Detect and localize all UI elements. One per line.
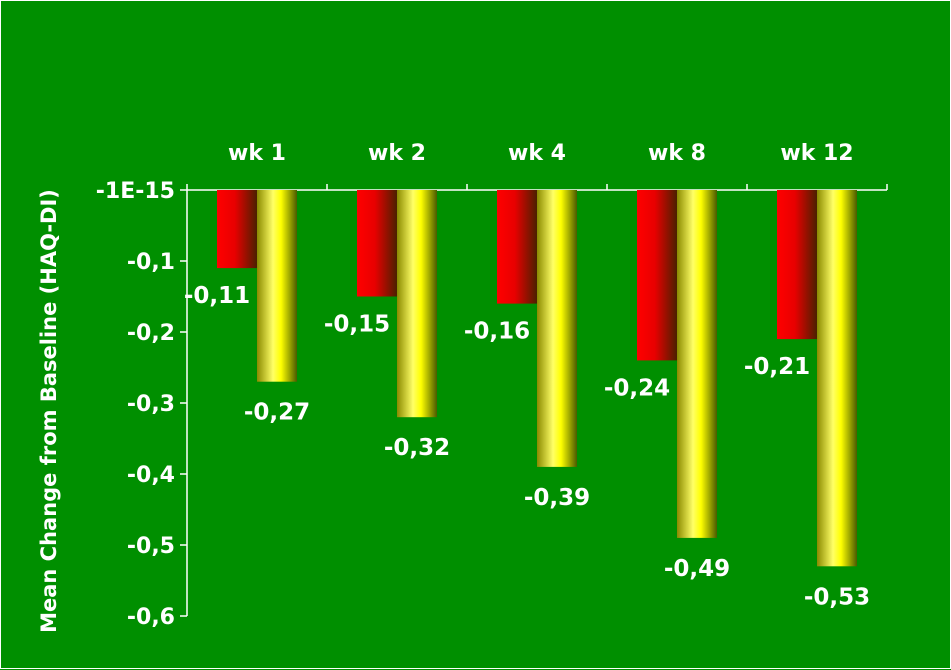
y-tick-label: -0,2 bbox=[127, 321, 175, 346]
y-tick-label: -0,5 bbox=[127, 534, 175, 559]
y-tick-label: -0,6 bbox=[127, 605, 175, 630]
bar-series-2 bbox=[397, 190, 437, 418]
data-label: -0,32 bbox=[384, 435, 450, 461]
y-tick-label: -0,4 bbox=[127, 463, 175, 488]
data-label: -0,15 bbox=[324, 312, 390, 338]
data-label: -0,24 bbox=[604, 375, 670, 401]
y-tick-label: -0,1 bbox=[127, 250, 175, 275]
bar-series-1 bbox=[777, 190, 817, 340]
bar-series-1 bbox=[637, 190, 677, 361]
category-label: wk 4 bbox=[508, 141, 566, 166]
bar-series-1 bbox=[357, 190, 397, 297]
category-label: wk 8 bbox=[648, 141, 706, 166]
bar-series-2 bbox=[537, 190, 577, 467]
y-tick-label: -1E-15 bbox=[96, 179, 175, 204]
data-label: -0,49 bbox=[664, 556, 730, 582]
data-label: -0,16 bbox=[464, 319, 530, 345]
data-label: -0,21 bbox=[744, 354, 810, 380]
category-label: wk 12 bbox=[780, 141, 853, 166]
y-axis-title: Mean Change from Baseline (HAQ-DI) bbox=[37, 189, 61, 633]
bar-series-1 bbox=[497, 190, 537, 304]
bar-series-2 bbox=[677, 190, 717, 538]
data-label: -0,53 bbox=[804, 584, 870, 610]
data-label: -0,39 bbox=[524, 485, 590, 511]
bar-series-2 bbox=[257, 190, 297, 382]
category-label: wk 1 bbox=[228, 141, 286, 166]
data-label: -0,11 bbox=[184, 283, 250, 309]
category-label: wk 2 bbox=[368, 141, 426, 166]
data-label: -0,27 bbox=[244, 400, 310, 426]
bar-series-2 bbox=[817, 190, 857, 567]
y-tick-label: -0,3 bbox=[127, 392, 175, 417]
bar-series-1 bbox=[217, 190, 257, 269]
